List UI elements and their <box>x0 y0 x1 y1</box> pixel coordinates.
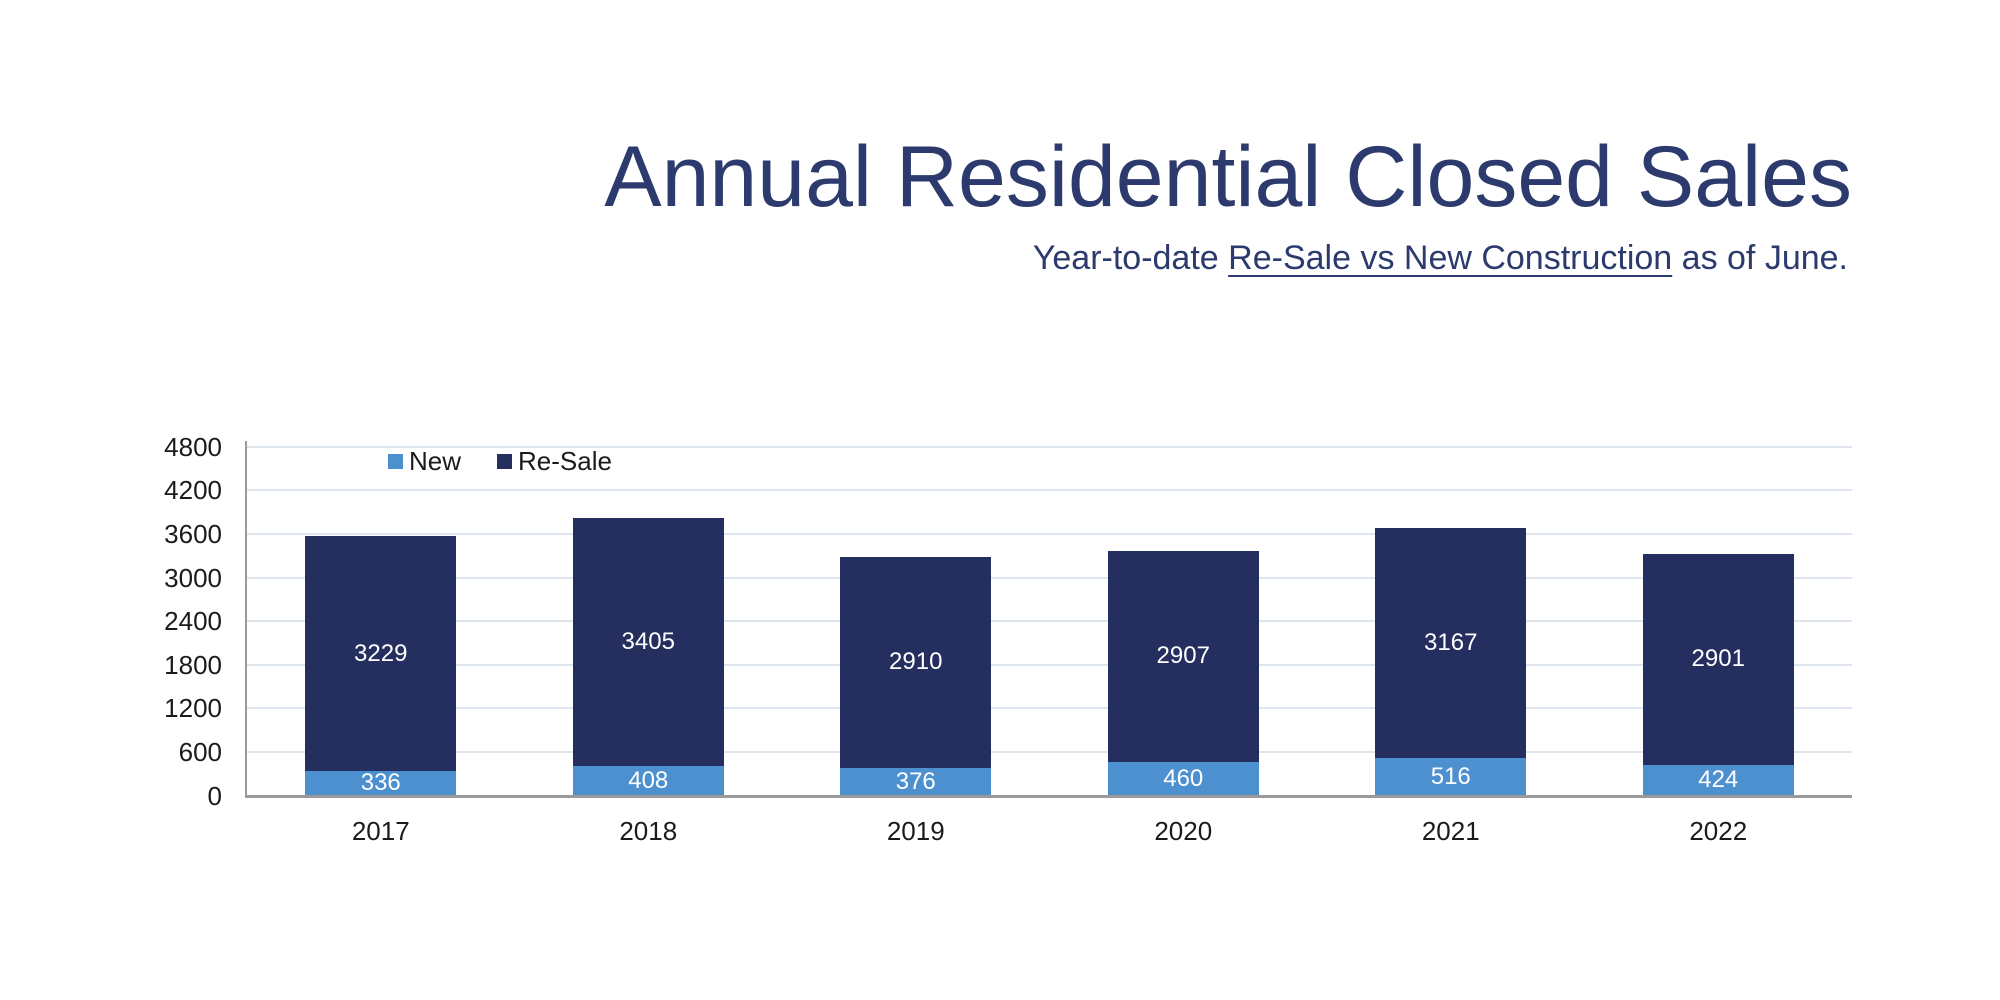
bar-value-label: 3405 <box>621 628 675 656</box>
y-tick-label: 3600 <box>164 518 222 549</box>
bar-segment-new-2018: 408 <box>572 765 724 796</box>
subtitle-suffix: as of June. <box>1672 239 1848 277</box>
bar-segment-resale-2017: 3229 <box>305 536 457 772</box>
bar-segment-resale-2022: 2901 <box>1642 553 1794 765</box>
bar-segment-resale-2020: 2907 <box>1107 550 1259 763</box>
legend-label: Re-Sale <box>518 446 612 476</box>
legend-item-new: New <box>388 448 461 474</box>
bar-value-label: 408 <box>628 766 669 794</box>
bar-value-label: 2907 <box>1156 642 1210 670</box>
gridline <box>247 489 1852 492</box>
y-axis-line <box>245 440 247 798</box>
y-tick-label: 3000 <box>164 562 222 593</box>
bar-value-label: 424 <box>1698 766 1739 794</box>
chart-legend: New Re-Sale <box>388 448 612 474</box>
bar-value-label: 516 <box>1430 762 1471 790</box>
x-tick-label: 2021 <box>1421 816 1480 846</box>
y-tick-label: 4800 <box>164 431 222 462</box>
y-tick-label: 2400 <box>164 606 222 637</box>
gridline <box>247 620 1852 623</box>
subtitle-prefix: Year-to-date <box>1032 239 1229 277</box>
gridline <box>247 750 1852 753</box>
x-tick-label: 2020 <box>1154 816 1213 846</box>
subtitle-underlined-text: Re-Sale vs New Construction <box>1228 239 1673 277</box>
x-axis-line <box>245 794 1852 798</box>
y-tick-label: 1800 <box>164 649 222 680</box>
bar-value-label: 3167 <box>1424 628 1478 656</box>
bar-segment-resale-2019: 2910 <box>840 556 992 769</box>
legend-swatch-icon <box>497 453 513 469</box>
bar-segment-resale-2021: 3167 <box>1375 527 1527 758</box>
legend-item-resale: Re-Sale <box>497 448 612 474</box>
bar-value-label: 336 <box>360 769 401 797</box>
legend-label: New <box>409 446 462 476</box>
y-tick-label: 0 <box>207 780 222 811</box>
page-title: Annual Residential Closed Sales <box>604 129 1852 225</box>
bar-value-label: 2901 <box>1691 645 1745 673</box>
gridline <box>247 532 1852 535</box>
bar-segment-new-2020: 460 <box>1107 762 1259 796</box>
x-tick-label: 2018 <box>619 816 678 846</box>
bar-segment-new-2021: 516 <box>1375 758 1527 796</box>
x-tick-label: 2017 <box>351 816 410 846</box>
bar-value-label: 460 <box>1163 764 1204 792</box>
gridline <box>247 445 1852 448</box>
bar-value-label: 3229 <box>354 639 408 667</box>
gridline <box>247 576 1852 579</box>
y-tick-label: 4200 <box>164 475 222 506</box>
bar-segment-new-2022: 424 <box>1642 764 1794 796</box>
y-tick-label: 1200 <box>164 693 222 724</box>
bar-value-label: 376 <box>895 767 936 795</box>
gridline <box>247 707 1852 710</box>
bar-value-label: 2910 <box>889 648 943 676</box>
bar-segment-new-2017: 336 <box>305 769 457 797</box>
legend-swatch-icon <box>388 453 403 469</box>
bar-segment-new-2019: 376 <box>840 767 992 796</box>
gridline <box>247 663 1852 666</box>
page-subtitle: Year-to-date Re-Sale vs New Construction… <box>1033 238 1848 279</box>
y-tick-label: 600 <box>178 736 222 767</box>
x-tick-label: 2022 <box>1689 816 1748 846</box>
x-tick-label: 2019 <box>886 816 945 846</box>
bar-segment-resale-2018: 3405 <box>572 518 724 766</box>
